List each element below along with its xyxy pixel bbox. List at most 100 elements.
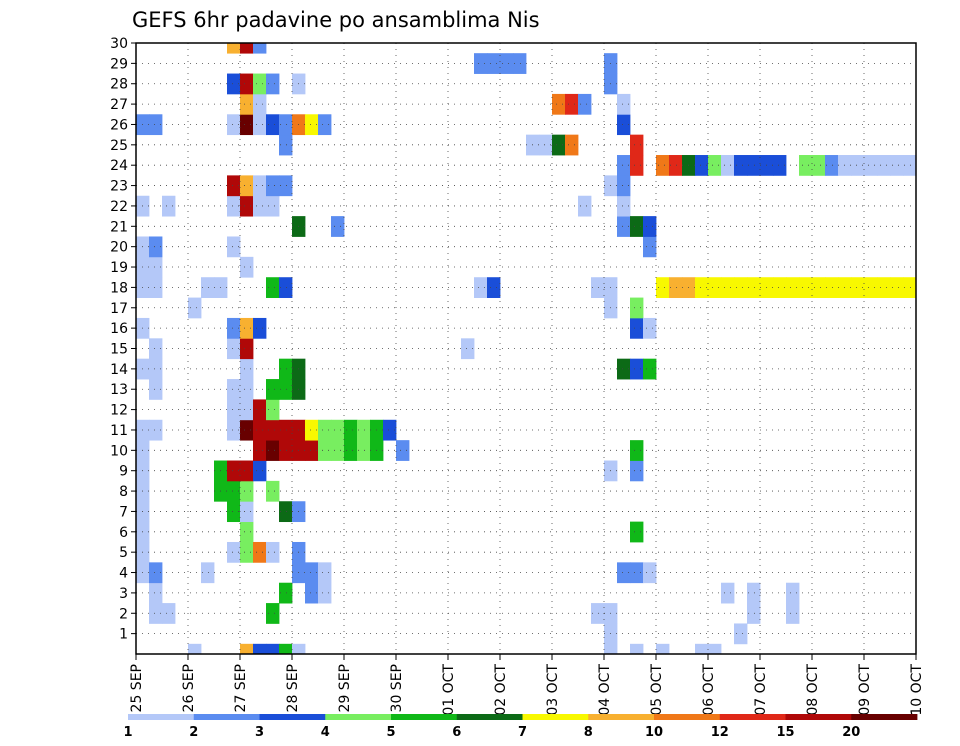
precip-cell [266, 480, 280, 502]
precip-cell [266, 379, 280, 400]
precip-cell [461, 338, 475, 360]
precip-cell [656, 643, 670, 655]
cells-layer [136, 43, 917, 655]
precip-cell [630, 155, 644, 176]
legend-swatch [588, 714, 655, 720]
y-tick-label: 3 [119, 586, 128, 602]
precip-cell [864, 277, 878, 298]
precip-cell [539, 134, 553, 156]
precip-cell [227, 73, 241, 95]
x-tick-label: 10 OCT [909, 664, 925, 716]
legend-swatch [391, 714, 458, 720]
x-tick-label: 30 SEP [389, 664, 405, 712]
precip-cell [630, 460, 644, 482]
precip-cell [227, 379, 241, 400]
precip-cell [253, 43, 267, 54]
legend-label: 10 [645, 725, 663, 740]
precip-cell [240, 541, 254, 563]
precip-cell [253, 399, 267, 421]
y-tick-label: 17 [110, 301, 128, 317]
legend-swatch [719, 714, 786, 720]
precip-cell [747, 603, 761, 624]
precip-cell [643, 317, 657, 339]
precip-cell [708, 643, 722, 655]
precip-cell [487, 53, 501, 74]
precip-cell [578, 195, 592, 217]
precip-cell [149, 419, 163, 441]
precip-cell [253, 317, 267, 339]
precip-cell [279, 114, 293, 136]
precip-cell [643, 562, 657, 584]
precip-cell [344, 419, 358, 441]
precip-cell [734, 623, 748, 645]
y-tick-label: 10 [110, 443, 128, 459]
x-tick-label: 03 OCT [545, 664, 561, 716]
precip-cell [552, 134, 566, 156]
precip-cell [734, 155, 748, 176]
precip-cell [487, 277, 501, 298]
precip-cell [552, 93, 566, 115]
y-tick-label: 29 [110, 56, 128, 72]
precip-cell [227, 195, 241, 217]
precip-cell [253, 643, 267, 655]
precip-cell [357, 440, 371, 461]
precip-cell [279, 358, 293, 380]
y-axis: 1234567891011121314151617181920212223242… [110, 36, 136, 643]
precip-cell [149, 582, 163, 604]
precip-cell [162, 195, 176, 217]
precip-cell [474, 277, 488, 298]
precip-cell [747, 155, 761, 176]
precip-cell [773, 277, 787, 298]
precip-cell [630, 134, 644, 156]
precip-cell [331, 216, 345, 237]
precip-cell [617, 358, 631, 380]
precip-cell [890, 155, 904, 176]
precip-cell [630, 216, 644, 237]
x-tick-label: 27 SEP [233, 664, 249, 712]
legend-swatch [128, 714, 195, 720]
precip-cell [253, 114, 267, 136]
precip-cell [240, 195, 254, 217]
precip-cell [474, 53, 488, 74]
precip-cell [240, 643, 254, 655]
precip-cell [305, 562, 319, 584]
precip-cell [149, 379, 163, 400]
precip-cell [396, 440, 410, 461]
y-tick-label: 14 [110, 362, 128, 378]
precip-cell [240, 460, 254, 482]
precip-cell [331, 419, 345, 441]
precip-cell [266, 643, 280, 655]
precip-cell [773, 155, 787, 176]
legend-swatch [325, 714, 392, 720]
precip-cell [292, 643, 306, 655]
precip-cell [695, 277, 709, 298]
precip-cell [617, 175, 631, 197]
y-tick-label: 23 [110, 179, 128, 195]
precip-cell [513, 53, 527, 74]
precip-cell [227, 399, 241, 421]
precip-cell [201, 277, 215, 298]
precip-cell [149, 562, 163, 584]
y-tick-label: 27 [110, 97, 128, 113]
precip-cell [799, 155, 813, 176]
precip-cell [240, 501, 254, 523]
legend-swatch [654, 714, 721, 720]
precip-cell [656, 277, 670, 298]
precip-cell [149, 256, 163, 278]
y-tick-label: 16 [110, 321, 128, 337]
precip-cell [695, 643, 709, 655]
y-tick-label: 2 [119, 606, 128, 622]
x-tick-label: 07 OCT [753, 664, 769, 716]
precip-cell [149, 114, 163, 136]
precip-cell [201, 562, 215, 584]
x-tick-label: 25 SEP [129, 664, 145, 712]
precip-cell [786, 603, 800, 624]
precip-cell [305, 114, 319, 136]
grid-layer [136, 42, 916, 654]
precip-cell [266, 277, 280, 298]
precip-cell [227, 419, 241, 441]
precip-cell [617, 114, 631, 136]
precip-cell [240, 480, 254, 502]
precip-cell [227, 236, 241, 258]
